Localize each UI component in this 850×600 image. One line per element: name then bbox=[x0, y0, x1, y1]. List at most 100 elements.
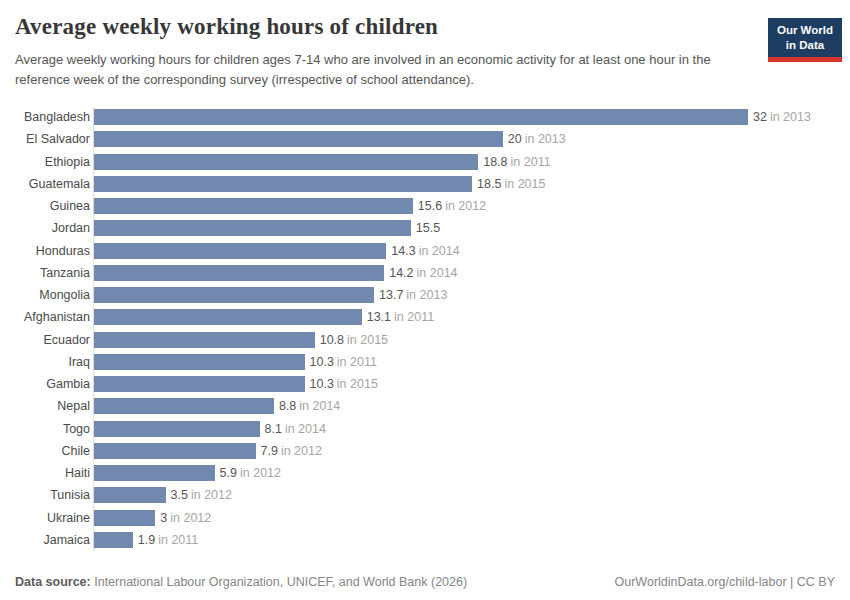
country-label: Jamaica bbox=[15, 533, 90, 547]
country-label: Ukraine bbox=[15, 511, 90, 525]
bar[interactable] bbox=[94, 487, 166, 503]
value-year: in 2014 bbox=[285, 422, 326, 436]
bar[interactable] bbox=[94, 309, 362, 325]
bar[interactable] bbox=[94, 376, 305, 392]
value-label: 15.5 bbox=[416, 221, 443, 235]
value-label: 10.3in 2015 bbox=[310, 377, 378, 391]
country-label: Ethiopia bbox=[15, 155, 90, 169]
value-year: in 2014 bbox=[299, 399, 340, 413]
country-label: Tanzania bbox=[15, 266, 90, 280]
country-label: Ecuador bbox=[15, 333, 90, 347]
owid-logo: Our World in Data bbox=[768, 18, 842, 62]
value-label: 10.8in 2015 bbox=[320, 333, 388, 347]
value-label: 10.3in 2011 bbox=[310, 355, 377, 369]
chart-header: Average weekly working hours of children… bbox=[15, 14, 842, 90]
bar[interactable] bbox=[94, 265, 384, 281]
bar[interactable] bbox=[94, 154, 478, 170]
bar[interactable] bbox=[94, 510, 155, 526]
country-label: Afghanistan bbox=[15, 310, 90, 324]
bar[interactable] bbox=[94, 465, 215, 481]
country-label: Gambia bbox=[15, 377, 90, 391]
country-label: Mongolia bbox=[15, 288, 90, 302]
value-year: in 2011 bbox=[394, 310, 434, 324]
bar[interactable] bbox=[94, 109, 748, 125]
value-number: 3 bbox=[160, 511, 167, 525]
bar[interactable] bbox=[94, 354, 305, 370]
value-number: 14.3 bbox=[391, 244, 415, 258]
footer-license[interactable]: CC BY bbox=[797, 575, 835, 589]
bar-row: Ethiopia 18.8in 2011 bbox=[15, 151, 835, 173]
country-label: Honduras bbox=[15, 244, 90, 258]
value-number: 32 bbox=[753, 110, 767, 124]
header-text: Average weekly working hours of children… bbox=[15, 14, 743, 90]
bar[interactable] bbox=[94, 332, 315, 348]
country-label: Guinea bbox=[15, 199, 90, 213]
value-label: 8.1in 2014 bbox=[265, 422, 326, 436]
value-label: 18.8in 2011 bbox=[483, 155, 550, 169]
country-label: Chile bbox=[15, 444, 90, 458]
chart-subtitle: Average weekly working hours for childre… bbox=[15, 50, 743, 90]
value-number: 8.8 bbox=[279, 399, 296, 413]
page-title: Average weekly working hours of children bbox=[15, 14, 743, 40]
value-label: 3.5in 2012 bbox=[171, 488, 232, 502]
bar[interactable] bbox=[94, 243, 386, 259]
bar[interactable] bbox=[94, 176, 472, 192]
value-number: 13.7 bbox=[379, 288, 403, 302]
bar[interactable] bbox=[94, 287, 374, 303]
value-label: 15.6in 2012 bbox=[418, 199, 486, 213]
bar[interactable] bbox=[94, 220, 411, 236]
value-label: 13.1in 2011 bbox=[367, 310, 434, 324]
bar-row: Ukraine 3in 2012 bbox=[15, 507, 835, 529]
value-number: 18.5 bbox=[477, 177, 501, 191]
bar[interactable] bbox=[94, 398, 274, 414]
value-label: 18.5in 2015 bbox=[477, 177, 545, 191]
bar-row: Mongolia 13.7in 2013 bbox=[15, 284, 835, 306]
bar-chart: Bangladesh 32in 2013 El Salvador 20in 20… bbox=[15, 106, 835, 552]
bar-row: Chile 7.9in 2012 bbox=[15, 440, 835, 462]
bar-row: Honduras 14.3 in 2014 bbox=[15, 240, 835, 262]
bar[interactable] bbox=[94, 421, 260, 437]
value-year: in 2015 bbox=[347, 333, 388, 347]
country-label: Bangladesh bbox=[15, 110, 90, 124]
bar[interactable] bbox=[94, 443, 256, 459]
value-year: in 2011 bbox=[511, 155, 551, 169]
bar[interactable] bbox=[94, 532, 133, 548]
value-year: in 2012 bbox=[240, 466, 281, 480]
footer-url[interactable]: OurWorldinData.org/child-labor bbox=[615, 575, 787, 589]
bar-row: Guinea 15.6in 2012 bbox=[15, 195, 835, 217]
logo-line-2: in Data bbox=[777, 38, 833, 53]
value-year: in 2013 bbox=[525, 132, 566, 146]
bar-row: Ecuador 10.8in 2015 bbox=[15, 329, 835, 351]
value-number: 10.3 bbox=[310, 355, 334, 369]
country-label: Jordan bbox=[15, 221, 90, 235]
bar[interactable] bbox=[94, 131, 503, 147]
value-number: 8.1 bbox=[265, 422, 282, 436]
bar-row: Iraq 10.3in 2011 bbox=[15, 351, 835, 373]
value-number: 13.1 bbox=[367, 310, 391, 324]
bar-row: Tanzania 14.2in 2014 bbox=[15, 262, 835, 284]
value-number: 3.5 bbox=[171, 488, 188, 502]
value-label: 8.8in 2014 bbox=[279, 399, 340, 413]
value-year: in 2012 bbox=[170, 511, 211, 525]
value-label: 5.9in 2012 bbox=[220, 466, 281, 480]
bar-row: Afghanistan 13.1in 2011 bbox=[15, 306, 835, 328]
value-number: 20 bbox=[508, 132, 522, 146]
bar[interactable] bbox=[94, 198, 413, 214]
bar-row: Bangladesh 32in 2013 bbox=[15, 106, 835, 128]
country-label: Tunisia bbox=[15, 488, 90, 502]
value-year: in 2013 bbox=[770, 110, 811, 124]
value-label: 1.9in 2011 bbox=[138, 533, 198, 547]
value-label: 13.7in 2013 bbox=[379, 288, 447, 302]
country-label: Iraq bbox=[15, 355, 90, 369]
value-year: in 2015 bbox=[504, 177, 545, 191]
value-label: 14.2in 2014 bbox=[389, 266, 457, 280]
value-year: in 2012 bbox=[191, 488, 232, 502]
value-year: in 2012 bbox=[281, 444, 322, 458]
value-number: 14.2 bbox=[389, 266, 413, 280]
value-year: in 2014 bbox=[419, 244, 460, 258]
bar-row: Nepal 8.8in 2014 bbox=[15, 395, 835, 417]
y-axis-line bbox=[93, 107, 94, 551]
bar-rows: Bangladesh 32in 2013 El Salvador 20in 20… bbox=[15, 106, 835, 551]
value-label: 32in 2013 bbox=[753, 110, 811, 124]
bar-row: Jamaica 1.9in 2011 bbox=[15, 529, 835, 551]
